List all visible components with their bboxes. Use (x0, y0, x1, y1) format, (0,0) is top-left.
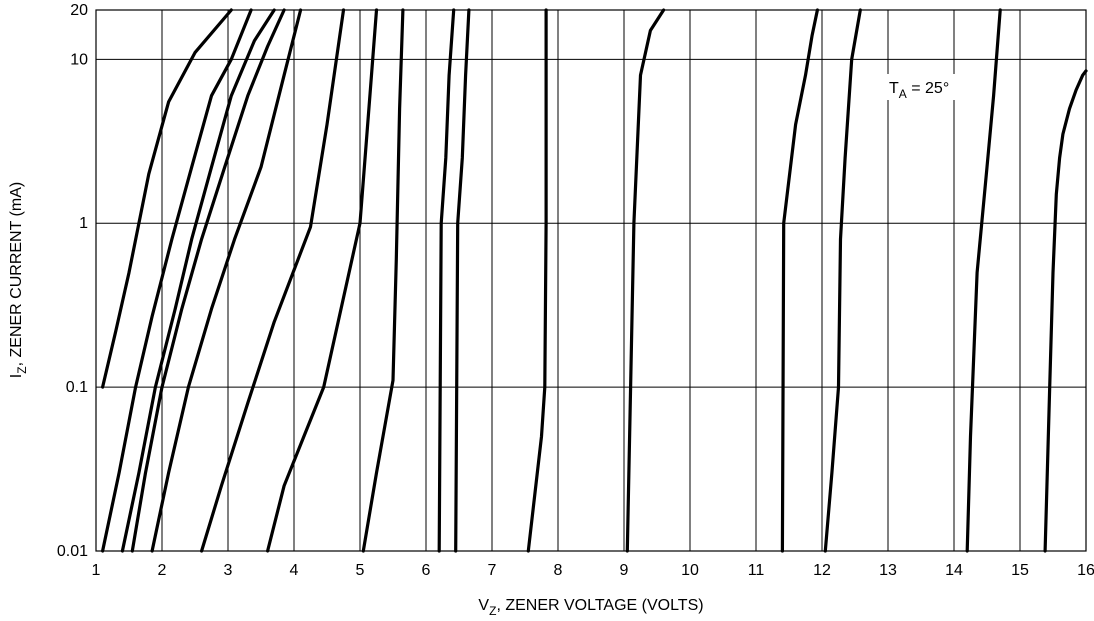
zener-curve-7 (266, 8, 379, 553)
zener-curve-4 (130, 8, 286, 553)
y-tick-label: 1 (79, 215, 88, 232)
zener-curve-15 (965, 8, 1002, 553)
x-tick-label: 12 (813, 562, 831, 579)
zener-curve-5 (150, 8, 303, 553)
x-tick-label: 13 (879, 562, 897, 579)
x-tick-label: 16 (1077, 562, 1094, 579)
x-tick-label: 10 (681, 562, 699, 579)
zener-curve-6 (200, 8, 346, 553)
y-tick-label: 10 (70, 51, 88, 68)
x-tick-label: 11 (748, 562, 765, 579)
zener-curve-16 (1043, 69, 1088, 553)
annotation-background (884, 74, 964, 100)
x-tick-label: 3 (224, 562, 233, 579)
y-tick-label: 20 (70, 2, 88, 19)
x-tick-label: 15 (1011, 562, 1029, 579)
x-tick-label: 4 (290, 562, 299, 579)
y-tick-labels: 0.01 0.1 1 10 20 (57, 2, 88, 560)
zener-curve-13 (780, 8, 820, 553)
x-tick-label: 14 (945, 562, 963, 579)
x-tick-label: 5 (356, 562, 365, 579)
x-tick-label: 8 (554, 562, 563, 579)
x-tick-label: 2 (158, 562, 167, 579)
zener-curve-14 (823, 8, 862, 553)
y-axis-title: IZ, ZENER CURRENT (mA) (8, 182, 29, 378)
zener-curve-12 (625, 8, 666, 553)
y-tick-label: 0.1 (66, 379, 88, 396)
x-axis-title: VZ, ZENER VOLTAGE (VOLTS) (478, 597, 703, 618)
y-tick-label: 0.01 (57, 543, 88, 560)
x-tick-label: 6 (422, 562, 431, 579)
plot-frame (95, 9, 1087, 552)
zener-curve-11 (526, 8, 548, 553)
temperature-annotation: TA = 25° (889, 80, 949, 101)
zener-curve-1 (100, 8, 233, 389)
x-tick-labels: 1 2 3 4 5 6 7 8 9 10 11 12 13 14 15 16 (92, 562, 1094, 579)
zener-curve-9 (437, 8, 456, 553)
zener-curve-3 (120, 8, 276, 553)
x-tick-label: 7 (488, 562, 497, 579)
zener-curve-8 (361, 8, 405, 553)
x-tick-label: 1 (92, 562, 101, 579)
curves (100, 8, 1088, 553)
x-tick-label: 9 (620, 562, 629, 579)
zener-curve-10 (454, 8, 471, 553)
zener-curve-2 (100, 8, 253, 553)
